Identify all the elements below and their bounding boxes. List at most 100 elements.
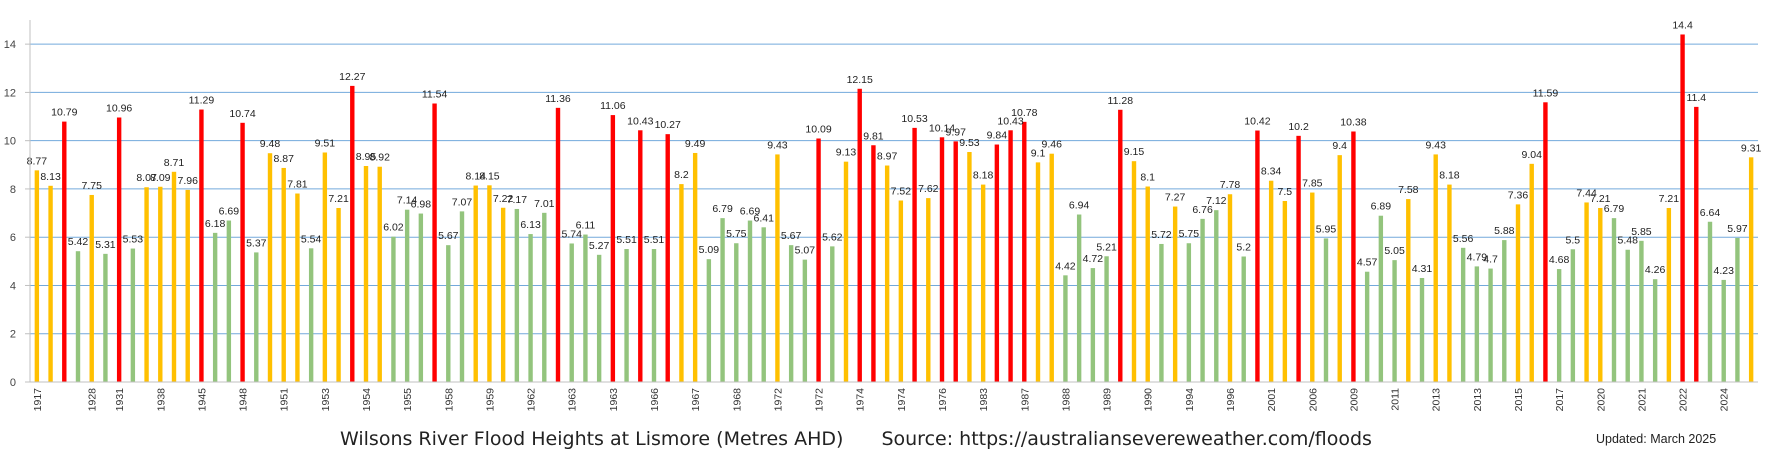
bar-minor xyxy=(418,213,424,382)
data-label: 8.14 xyxy=(465,171,486,183)
bar-moderate xyxy=(158,186,163,382)
bar-major xyxy=(816,138,821,382)
bar-minor xyxy=(404,209,410,382)
bar-moderate xyxy=(1598,207,1603,382)
data-label: 9.15 xyxy=(1124,146,1145,158)
bar-moderate xyxy=(295,193,300,382)
bar-moderate xyxy=(1172,206,1178,382)
data-label: 4.26 xyxy=(1645,264,1666,276)
bar-minor xyxy=(103,253,108,382)
x-tick-label: 1976 xyxy=(937,388,949,412)
data-label: 6.11 xyxy=(576,220,596,232)
y-tick-label: 12 xyxy=(4,87,16,99)
bar-minor xyxy=(1090,268,1096,382)
data-label: 6.41 xyxy=(753,212,774,224)
bar-minor xyxy=(1392,260,1397,382)
x-tick-label: 2022 xyxy=(1678,388,1690,412)
bar-minor xyxy=(1323,238,1329,382)
data-label: 6.64 xyxy=(1700,207,1721,219)
data-label: 6.79 xyxy=(1604,203,1625,215)
bar-minor xyxy=(706,259,712,382)
data-label: 5.09 xyxy=(699,244,720,256)
bar-moderate xyxy=(1433,154,1438,382)
bar-moderate xyxy=(500,207,506,382)
data-label: 10.78 xyxy=(1011,107,1037,119)
bar-minor xyxy=(596,254,602,382)
x-tick-label: 1963 xyxy=(608,388,620,412)
x-tick-label: 1968 xyxy=(731,388,743,412)
bar-moderate xyxy=(1310,192,1315,382)
bar-moderate xyxy=(679,184,684,382)
bar-moderate xyxy=(48,185,53,382)
bar-major xyxy=(350,85,355,382)
x-tick-label: 1954 xyxy=(361,388,373,412)
bar-minor xyxy=(583,234,588,382)
x-tick-label: 1953 xyxy=(320,388,332,412)
bar-major xyxy=(994,144,1000,382)
bar-major xyxy=(1694,106,1699,382)
bar-moderate xyxy=(1515,204,1521,382)
x-tick-label: 2006 xyxy=(1307,388,1319,412)
data-label: 8.18 xyxy=(973,170,994,182)
y-tick-label: 0 xyxy=(10,377,16,389)
bar-major xyxy=(1118,109,1123,382)
data-label: 5.05 xyxy=(1384,245,1405,257)
data-label: 11.28 xyxy=(1108,95,1134,107)
bar-moderate xyxy=(898,200,904,382)
bar-major xyxy=(1351,131,1356,382)
chart-title: Wilsons River Flood Heights at Lismore (… xyxy=(340,428,844,450)
data-label: 9.31 xyxy=(1741,142,1762,154)
bar-major xyxy=(116,117,122,383)
data-label: 7.58 xyxy=(1398,184,1419,196)
data-label: 5.48 xyxy=(1617,235,1638,247)
bar-moderate xyxy=(185,189,190,382)
y-axis-ticks: 0 2 4 6 8 10 12 14 xyxy=(4,39,30,389)
data-label: 7.17 xyxy=(507,194,528,206)
data-label: 5.53 xyxy=(123,234,144,246)
bar-minor xyxy=(1735,237,1740,382)
x-tick-label: 1917 xyxy=(32,388,44,412)
bar-moderate xyxy=(1131,161,1137,382)
data-label: 8.18 xyxy=(1439,170,1460,182)
data-label: 4.79 xyxy=(1467,251,1488,263)
bar-minor xyxy=(514,208,520,382)
x-tick-label: 1996 xyxy=(1225,388,1237,412)
data-label: 7.52 xyxy=(891,186,912,198)
bar-minor xyxy=(459,211,465,382)
data-label: 7.78 xyxy=(1220,179,1241,191)
bar-major xyxy=(1008,130,1013,382)
data-label: 7.62 xyxy=(918,183,939,195)
bar-minor xyxy=(1707,221,1713,382)
bar-moderate xyxy=(1406,199,1411,382)
x-tick-label: 2024 xyxy=(1719,388,1731,412)
data-label: 9.4 xyxy=(1332,140,1347,152)
bar-moderate xyxy=(884,165,890,382)
x-tick-label: 1955 xyxy=(402,388,414,412)
data-label: 10.53 xyxy=(901,113,927,125)
data-label: 7.14 xyxy=(397,195,418,207)
bar-major xyxy=(555,107,561,382)
x-tick-label: 1958 xyxy=(443,388,455,412)
data-label: 9.13 xyxy=(836,147,857,159)
data-label: 6.94 xyxy=(1069,200,1090,212)
y-tick-label: 10 xyxy=(4,136,16,148)
data-label: 8.71 xyxy=(164,157,185,169)
data-labels: 8.778.1310.795.427.755.3110.965.538.078.… xyxy=(27,19,1762,276)
data-label: 6.98 xyxy=(411,199,432,211)
data-label: 9.1 xyxy=(1031,147,1046,159)
bar-moderate xyxy=(487,185,492,382)
bar-moderate xyxy=(144,187,149,382)
x-tick-label: 2013 xyxy=(1431,388,1443,412)
x-tick-label: 1983 xyxy=(978,388,990,412)
data-label: 6.13 xyxy=(520,219,541,231)
bar-moderate xyxy=(267,153,273,382)
bar-minor xyxy=(1076,214,1082,382)
bar-moderate xyxy=(1337,155,1342,382)
data-label: 12.27 xyxy=(339,71,365,83)
x-tick-label: 1974 xyxy=(896,388,908,412)
bar-moderate xyxy=(980,184,986,382)
data-label: 5.56 xyxy=(1453,233,1474,245)
x-axis-labels: 1917 1928 1931 1938 1945 1948 1951 1953 1954 1955… xyxy=(32,388,1731,412)
x-tick-label: 1962 xyxy=(526,388,538,412)
bar-minor xyxy=(1611,218,1617,382)
